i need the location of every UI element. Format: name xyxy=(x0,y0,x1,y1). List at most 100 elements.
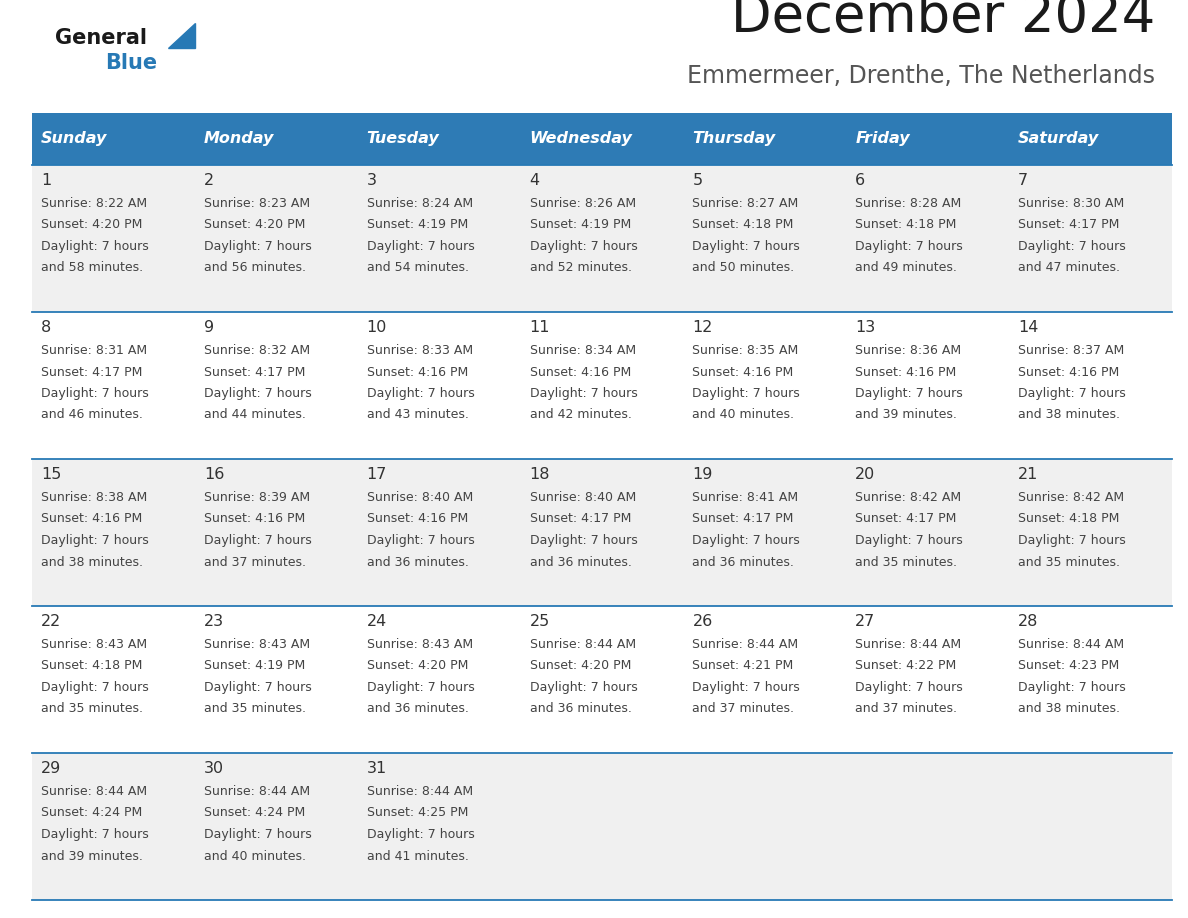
Bar xyxy=(358,113,520,165)
Text: Sunrise: 8:30 AM: Sunrise: 8:30 AM xyxy=(1018,197,1124,210)
Text: and 47 minutes.: and 47 minutes. xyxy=(1018,262,1120,274)
Text: and 50 minutes.: and 50 minutes. xyxy=(693,262,795,274)
Text: 2: 2 xyxy=(204,173,214,188)
Text: Daylight: 7 hours: Daylight: 7 hours xyxy=(855,681,963,694)
Text: Sunset: 4:20 PM: Sunset: 4:20 PM xyxy=(42,218,143,231)
Text: Sunrise: 8:23 AM: Sunrise: 8:23 AM xyxy=(204,197,310,210)
Text: and 36 minutes.: and 36 minutes. xyxy=(693,555,795,568)
Text: 6: 6 xyxy=(855,173,865,188)
Bar xyxy=(32,753,195,900)
Text: Sunset: 4:16 PM: Sunset: 4:16 PM xyxy=(367,365,468,378)
Text: 10: 10 xyxy=(367,320,387,335)
Text: Daylight: 7 hours: Daylight: 7 hours xyxy=(693,240,801,253)
Bar xyxy=(520,606,683,753)
Polygon shape xyxy=(168,23,195,48)
Text: Sunrise: 8:44 AM: Sunrise: 8:44 AM xyxy=(1018,638,1124,651)
Text: 26: 26 xyxy=(693,614,713,629)
Text: and 38 minutes.: and 38 minutes. xyxy=(1018,409,1120,421)
Text: Emmermeer, Drenthe, The Netherlands: Emmermeer, Drenthe, The Netherlands xyxy=(687,64,1155,88)
Text: Sunset: 4:17 PM: Sunset: 4:17 PM xyxy=(530,512,631,525)
Text: 9: 9 xyxy=(204,320,214,335)
Text: Sunrise: 8:40 AM: Sunrise: 8:40 AM xyxy=(367,491,473,504)
Text: Sunset: 4:21 PM: Sunset: 4:21 PM xyxy=(693,659,794,673)
Text: Daylight: 7 hours: Daylight: 7 hours xyxy=(693,681,801,694)
Text: and 40 minutes.: and 40 minutes. xyxy=(204,849,305,863)
Text: Sunrise: 8:44 AM: Sunrise: 8:44 AM xyxy=(530,638,636,651)
Text: December 2024: December 2024 xyxy=(731,0,1155,43)
Text: Sunset: 4:17 PM: Sunset: 4:17 PM xyxy=(204,365,305,378)
Text: Sunset: 4:18 PM: Sunset: 4:18 PM xyxy=(855,218,956,231)
Text: Sunset: 4:23 PM: Sunset: 4:23 PM xyxy=(1018,659,1119,673)
Bar xyxy=(520,312,683,459)
Text: 20: 20 xyxy=(855,467,876,482)
Text: 29: 29 xyxy=(42,761,62,776)
Text: 25: 25 xyxy=(530,614,550,629)
Text: Sunset: 4:22 PM: Sunset: 4:22 PM xyxy=(855,659,956,673)
Text: Daylight: 7 hours: Daylight: 7 hours xyxy=(367,240,474,253)
Text: and 38 minutes.: and 38 minutes. xyxy=(42,555,143,568)
Text: Sunrise: 8:43 AM: Sunrise: 8:43 AM xyxy=(42,638,147,651)
Text: 18: 18 xyxy=(530,467,550,482)
Text: 1: 1 xyxy=(42,173,51,188)
Text: and 35 minutes.: and 35 minutes. xyxy=(42,702,143,715)
Text: 24: 24 xyxy=(367,614,387,629)
Text: Sunrise: 8:42 AM: Sunrise: 8:42 AM xyxy=(855,491,961,504)
Text: 12: 12 xyxy=(693,320,713,335)
Text: Daylight: 7 hours: Daylight: 7 hours xyxy=(204,240,311,253)
Text: Sunset: 4:19 PM: Sunset: 4:19 PM xyxy=(204,659,305,673)
Text: and 44 minutes.: and 44 minutes. xyxy=(204,409,305,421)
Text: Daylight: 7 hours: Daylight: 7 hours xyxy=(204,534,311,547)
Text: Daylight: 7 hours: Daylight: 7 hours xyxy=(530,387,637,400)
Text: Sunrise: 8:34 AM: Sunrise: 8:34 AM xyxy=(530,344,636,357)
Bar xyxy=(683,312,846,459)
Text: 19: 19 xyxy=(693,467,713,482)
Text: Saturday: Saturday xyxy=(1018,131,1099,147)
Text: Sunset: 4:18 PM: Sunset: 4:18 PM xyxy=(693,218,794,231)
Text: Sunrise: 8:43 AM: Sunrise: 8:43 AM xyxy=(367,638,473,651)
Text: Tuesday: Tuesday xyxy=(367,131,440,147)
Text: 23: 23 xyxy=(204,614,225,629)
Bar xyxy=(32,312,195,459)
Text: Daylight: 7 hours: Daylight: 7 hours xyxy=(42,240,148,253)
Bar xyxy=(358,165,520,312)
Bar xyxy=(520,753,683,900)
Bar xyxy=(846,113,1009,165)
Text: Sunrise: 8:44 AM: Sunrise: 8:44 AM xyxy=(42,785,147,798)
Text: Sunrise: 8:38 AM: Sunrise: 8:38 AM xyxy=(42,491,147,504)
Text: Sunset: 4:20 PM: Sunset: 4:20 PM xyxy=(367,659,468,673)
Text: Sunrise: 8:40 AM: Sunrise: 8:40 AM xyxy=(530,491,636,504)
Bar xyxy=(520,459,683,606)
Text: Daylight: 7 hours: Daylight: 7 hours xyxy=(42,534,148,547)
Text: Daylight: 7 hours: Daylight: 7 hours xyxy=(855,240,963,253)
Text: and 43 minutes.: and 43 minutes. xyxy=(367,409,468,421)
Text: and 42 minutes.: and 42 minutes. xyxy=(530,409,632,421)
Text: Sunrise: 8:42 AM: Sunrise: 8:42 AM xyxy=(1018,491,1124,504)
Bar xyxy=(195,606,358,753)
Bar xyxy=(846,606,1009,753)
Text: Sunset: 4:24 PM: Sunset: 4:24 PM xyxy=(42,807,143,820)
Bar xyxy=(195,312,358,459)
Text: Daylight: 7 hours: Daylight: 7 hours xyxy=(530,681,637,694)
Text: and 52 minutes.: and 52 minutes. xyxy=(530,262,632,274)
Text: Wednesday: Wednesday xyxy=(530,131,632,147)
Text: Sunrise: 8:41 AM: Sunrise: 8:41 AM xyxy=(693,491,798,504)
Text: and 40 minutes.: and 40 minutes. xyxy=(693,409,795,421)
Text: Sunset: 4:16 PM: Sunset: 4:16 PM xyxy=(693,365,794,378)
Text: 5: 5 xyxy=(693,173,702,188)
Text: Sunset: 4:20 PM: Sunset: 4:20 PM xyxy=(530,659,631,673)
Text: Sunset: 4:17 PM: Sunset: 4:17 PM xyxy=(855,512,956,525)
Text: Sunset: 4:20 PM: Sunset: 4:20 PM xyxy=(204,218,305,231)
Text: and 46 minutes.: and 46 minutes. xyxy=(42,409,143,421)
Text: 15: 15 xyxy=(42,467,62,482)
Text: and 56 minutes.: and 56 minutes. xyxy=(204,262,305,274)
Text: and 35 minutes.: and 35 minutes. xyxy=(204,702,305,715)
Text: 22: 22 xyxy=(42,614,62,629)
Text: Sunset: 4:17 PM: Sunset: 4:17 PM xyxy=(1018,218,1119,231)
Text: Daylight: 7 hours: Daylight: 7 hours xyxy=(204,828,311,841)
Text: Sunrise: 8:35 AM: Sunrise: 8:35 AM xyxy=(693,344,798,357)
Bar xyxy=(195,753,358,900)
Text: Sunrise: 8:33 AM: Sunrise: 8:33 AM xyxy=(367,344,473,357)
Bar xyxy=(846,165,1009,312)
Text: 17: 17 xyxy=(367,467,387,482)
Text: Sunrise: 8:27 AM: Sunrise: 8:27 AM xyxy=(693,197,798,210)
